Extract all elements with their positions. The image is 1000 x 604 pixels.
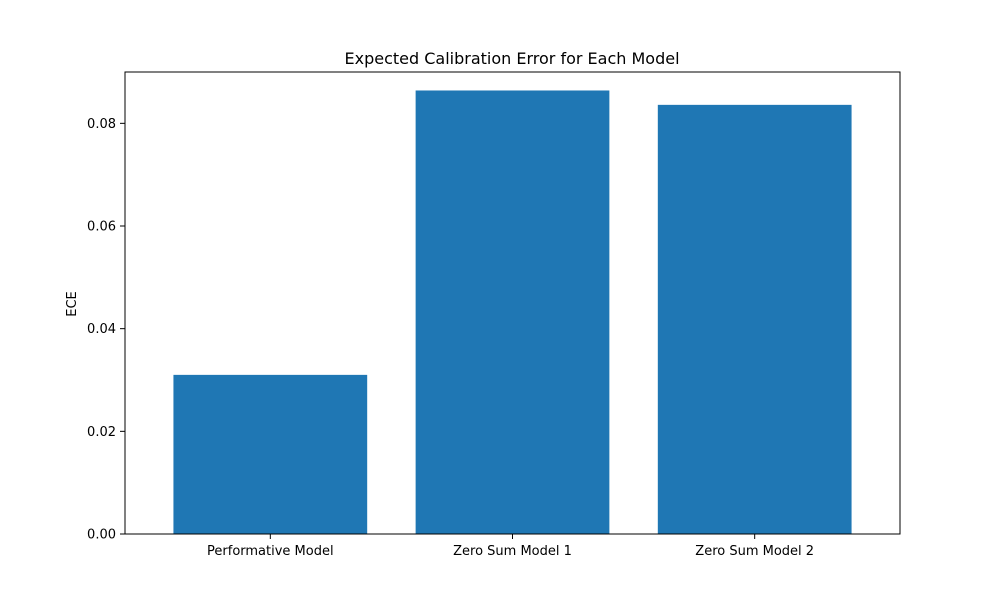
bar-performative-model [173, 374, 368, 534]
y-tick-label: 0.06 [87, 220, 116, 235]
y-tick-label: 0.02 [87, 425, 116, 440]
bars-group [173, 90, 852, 534]
x-tick-label: Zero Sum Model 1 [453, 544, 572, 559]
bar-zero-sum-model-1 [415, 90, 610, 534]
x-axis-ticks: Performative Model Zero Sum Model 1 Zero S… [207, 534, 814, 559]
y-tick-label: 0.00 [87, 528, 116, 543]
chart-title: Expected Calibration Error for Each Mode… [344, 49, 679, 68]
x-tick-label: Performative Model [207, 544, 334, 559]
y-tick-label: 0.08 [87, 117, 116, 132]
x-tick-label: Zero Sum Model 2 [695, 544, 814, 559]
plot-frame [124, 71, 901, 535]
y-axis-title: ECE [65, 291, 80, 317]
y-tick-label: 0.04 [87, 322, 116, 337]
y-axis-ticks: 0.00 0.02 0.04 0.06 0.08 [87, 117, 125, 543]
bar-zero-sum-model-2 [657, 104, 852, 534]
